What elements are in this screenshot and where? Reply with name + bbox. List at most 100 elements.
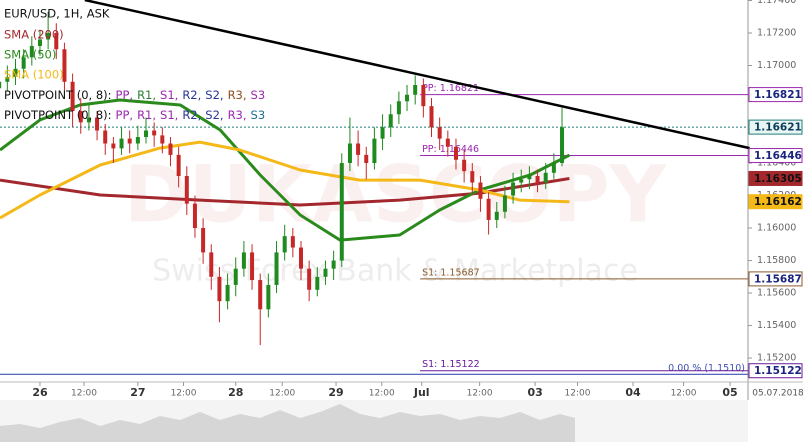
indicator-item: R3, xyxy=(228,88,247,102)
symbol-title: EUR/USD, 1H, ASK xyxy=(4,7,110,21)
legend: EUR/USD, 1H, ASK SMA (200) SMA (50) SMA (10… xyxy=(4,7,265,122)
candle-body xyxy=(298,247,303,269)
x-tick-label: 05 xyxy=(722,386,737,399)
price-box-label: 1.16621 xyxy=(754,122,802,134)
candle-body xyxy=(502,195,507,212)
candle-body xyxy=(323,268,328,277)
price-box-label: 1.16446 xyxy=(754,150,802,162)
trendline xyxy=(84,0,750,150)
legend-entry: SMA (50) xyxy=(4,48,56,62)
candle-body xyxy=(103,130,108,144)
pivot-label: PP: 1.16446 xyxy=(422,144,479,155)
x-tick-label: 27 xyxy=(130,386,145,399)
x-tick-label: 12:00 xyxy=(171,389,197,399)
candle-body xyxy=(486,198,491,220)
price-box: 1.16446 xyxy=(748,148,803,164)
candle-body xyxy=(405,94,410,102)
x-tick-label: 04 xyxy=(625,386,641,399)
candle-body xyxy=(192,203,197,229)
price-box-label: 1.15687 xyxy=(754,273,802,285)
indicator-item: S3 xyxy=(251,88,266,102)
date-stamp: 05.07.2018 xyxy=(752,389,803,399)
price-box-label: 1.16162 xyxy=(754,196,802,208)
candle-body xyxy=(274,252,279,285)
candle-body xyxy=(37,39,42,46)
x-tick-label: 12:00 xyxy=(467,389,493,399)
indicator-item: PP, xyxy=(116,88,134,102)
price-box: 1.15687 xyxy=(748,271,803,287)
candle-body xyxy=(184,176,189,204)
price-box: 1.16621 xyxy=(748,119,803,135)
watermark-tagline: Swiss Forex Bank & Marketplace xyxy=(152,254,638,289)
candle-body xyxy=(347,143,352,164)
volume-area xyxy=(0,404,575,442)
candle-body xyxy=(429,106,434,128)
candle-body xyxy=(307,268,312,290)
x-tick-label: 03 xyxy=(527,386,542,399)
candle-body xyxy=(445,138,450,147)
legend-entry: SMA (200) xyxy=(4,28,64,42)
price-box: 1.16821 xyxy=(748,87,803,103)
candle-body xyxy=(258,280,263,310)
candle-body xyxy=(356,143,361,155)
candle-body xyxy=(543,172,548,183)
candle-body xyxy=(209,252,214,277)
candle-body xyxy=(315,276,320,290)
candle-body xyxy=(5,76,10,82)
indicator-item: S2, xyxy=(205,108,223,122)
price-box-frame xyxy=(748,148,803,164)
candle-body xyxy=(462,159,467,172)
price-box-label: 1.16821 xyxy=(754,89,802,101)
candle-body xyxy=(437,127,442,139)
candle-body xyxy=(46,32,51,40)
candle-body xyxy=(560,127,565,164)
candle-body xyxy=(78,111,83,123)
candle-body xyxy=(478,182,483,199)
x-tick-label: 26 xyxy=(32,386,48,399)
candle-body xyxy=(86,117,91,123)
pivot-label: S1: 1.15687 xyxy=(422,267,480,278)
price-box-frame xyxy=(748,363,803,379)
price-box-frame xyxy=(748,170,803,186)
y-tick-label: 1.16000 xyxy=(757,223,796,234)
candle-body xyxy=(453,146,458,160)
candle-body xyxy=(176,154,181,177)
x-tick-label: 12:00 xyxy=(671,389,697,399)
candle-body xyxy=(413,85,418,95)
legend-entry: SMA (100) xyxy=(4,68,64,82)
candle-body xyxy=(135,137,140,144)
x-tick-label: 12:00 xyxy=(369,389,395,399)
pivot-label: S1: 1.15122 xyxy=(422,359,480,370)
candle-body xyxy=(0,81,2,89)
candle-body xyxy=(380,127,385,139)
candle-body xyxy=(282,236,287,253)
price-box-frame xyxy=(748,271,803,287)
watermark-logo: DUKASCOPY xyxy=(124,150,668,240)
price-box-frame xyxy=(748,119,803,135)
candle-body xyxy=(519,179,524,183)
price-box: 1.16162 xyxy=(748,194,803,210)
candle-body xyxy=(396,101,401,115)
candle-body xyxy=(551,163,556,173)
indicator-item: R2, xyxy=(182,88,201,102)
price-box: 1.16305 xyxy=(748,170,803,186)
candle-body xyxy=(527,176,532,180)
candle-body xyxy=(29,45,34,58)
indicator-item: S1, xyxy=(160,88,178,102)
indicator-item: S1, xyxy=(160,108,178,122)
candle-body xyxy=(70,81,75,112)
x-tick-label: 12:00 xyxy=(71,389,97,399)
candle-body xyxy=(511,182,516,196)
indicator-item: PIVOTPOINT (0, 8): xyxy=(4,88,112,102)
candle-body xyxy=(535,176,540,183)
candle-body xyxy=(339,163,344,261)
y-tick-label: 1.15600 xyxy=(757,288,796,299)
pivot-label: PP: 1.16821 xyxy=(422,83,479,94)
candle-body xyxy=(494,211,499,220)
candle-body xyxy=(201,228,206,253)
y-tick-label: 1.15200 xyxy=(757,353,796,364)
x-tick-label: 12:00 xyxy=(269,389,295,399)
indicator-item: S3 xyxy=(251,108,266,122)
candle-body xyxy=(119,138,124,149)
